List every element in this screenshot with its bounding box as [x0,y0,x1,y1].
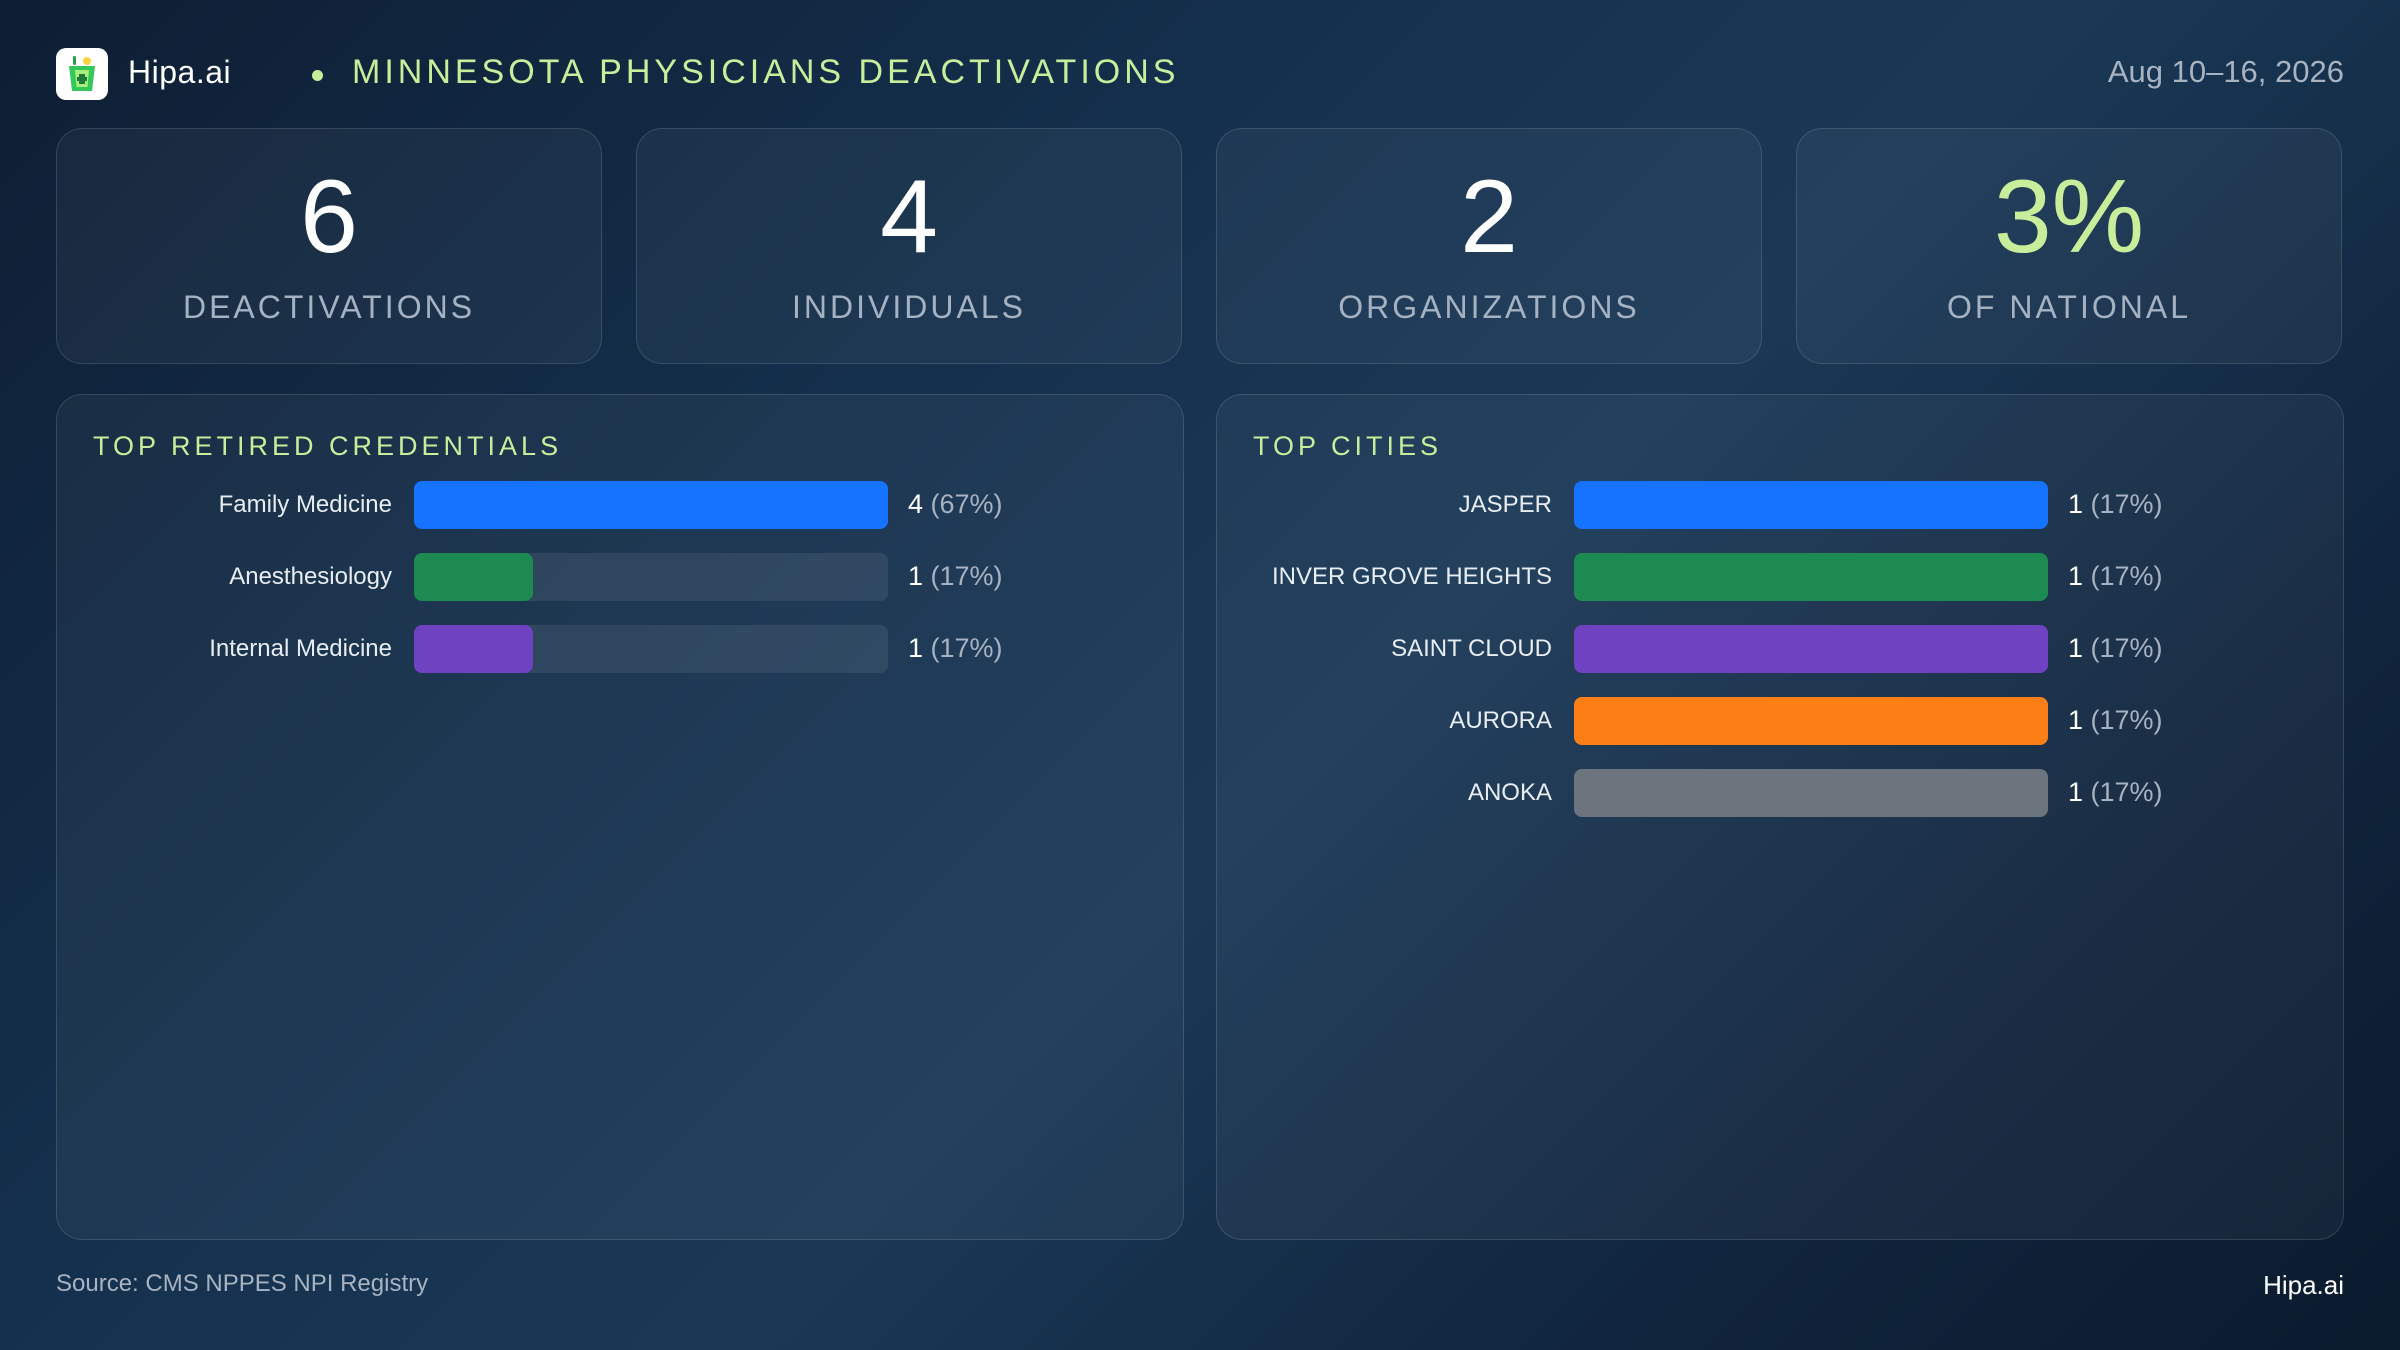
bar [414,625,533,673]
credentials-bar-chart: Family Medicine 4 (67%) Anesthesiology 1 (1… [57,395,1183,1239]
kpi-card-deactivations: 6 DEACTIVATIONS [56,128,602,364]
bar-label: INVER GROVE HEIGHTS [1271,563,1552,590]
bar-label: JASPER [1458,491,1552,518]
bar [1574,553,2048,601]
kpi-card-national: 3% OF NATIONAL [1796,128,2342,364]
bar-label: Anesthesiology [229,563,392,590]
bar [1574,625,2048,673]
kpi-label: DEACTIVATIONS [182,289,476,325]
bar-label: Family Medicine [218,491,392,518]
bar [1574,481,2048,529]
bar-track [414,625,888,673]
bar-track [1574,697,2048,745]
kpi-label: OF NATIONAL [1947,289,2191,325]
bar [1574,697,2048,745]
bar-value-label: 1 (17%) [908,633,1003,663]
kpi-card-individuals: 4 INDIVIDUALS [636,128,1182,364]
bar-label: SAINT CLOUD [1391,635,1552,662]
panel-title: TOP CITIES [1253,431,1443,461]
kpi-card-organizations: 2 ORGANIZATIONS [1216,128,1762,364]
bar-track [414,553,888,601]
footer-brand: Hipa.ai [2263,1270,2344,1300]
kpi-value: 3% [1993,159,2145,275]
header: Hipa.ai MINNESOTA PHYSICIANS DEACTIVATIO… [56,46,2344,102]
bar-label: AURORA [1449,707,1552,734]
bar-value-label: 1 (17%) [2068,561,2163,591]
bar-label: Internal Medicine [209,635,392,662]
bar-track [414,481,888,529]
separator-dot [312,70,323,81]
cities-panel: TOP CITIES JASPER 1 (17%) INVER GROVE HEIG… [1216,394,2344,1240]
bar-track [1574,769,2048,817]
bar [414,481,888,529]
bar-track [1574,481,2048,529]
page-title: MINNESOTA PHYSICIANS DEACTIVATIONS [352,53,1180,91]
cities-bar-chart: JASPER 1 (17%) INVER GROVE HEIGHTS 1 (17%) S… [1217,395,2343,1239]
date-range: Aug 10–16, 2026 [2107,54,2344,89]
bar-track [1574,625,2048,673]
kpi-label: INDIVIDUALS [792,289,1026,325]
bar-value-label: 1 (17%) [2068,633,2163,663]
bar-value-label: 1 (17%) [2068,777,2163,807]
bar-value-label: 1 (17%) [908,561,1003,591]
kpi-value: 4 [880,159,938,275]
bar [1574,769,2048,817]
credentials-panel: TOP RETIRED CREDENTIALS Family Medicine 4… [56,394,1184,1240]
source-note: Source: CMS NPPES NPI Registry [56,1270,429,1297]
kpi-value: 6 [300,159,358,275]
bar-label: ANOKA [1467,779,1552,806]
bar-track [1574,553,2048,601]
bar-value-label: 1 (17%) [2068,489,2163,519]
bar [414,553,533,601]
panel-title: TOP RETIRED CREDENTIALS [93,431,563,461]
bar-value-label: 4 (67%) [908,489,1003,519]
kpi-value: 2 [1460,159,1518,275]
brand-name: Hipa.ai [128,54,232,90]
app-logo-icon [56,48,108,100]
bar-value-label: 1 (17%) [2068,705,2163,735]
kpi-label: ORGANIZATIONS [1338,289,1640,325]
